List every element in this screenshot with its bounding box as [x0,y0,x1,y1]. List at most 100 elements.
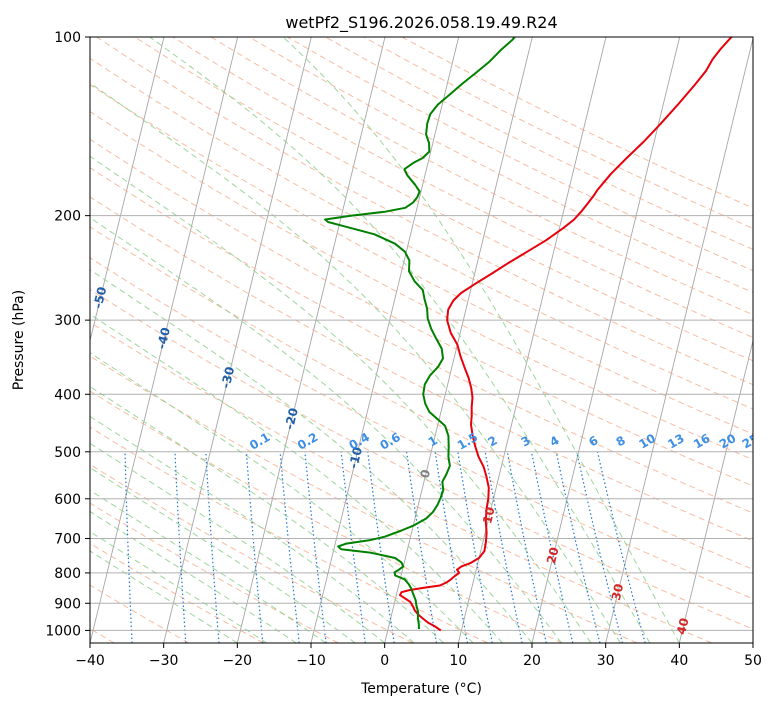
isotherm-line [384,37,533,643]
dry-adiabat-line [210,37,753,316]
profile-series [324,37,733,632]
y-tick-label: 600 [54,492,81,508]
isotherm-label: 30 [609,582,627,602]
mixing-ratio-line [205,451,220,643]
mixing-ratio-line [340,451,366,643]
mixing-ratio-line [304,451,327,643]
dry-adiabat-line [134,37,753,362]
isotherm-line [163,37,312,643]
dry-adiabat-line [401,37,753,209]
isotherm-label: -20 [282,407,301,431]
x-tick-label: 50 [744,653,762,669]
moist-adiabat-line [90,352,474,643]
mixing-ratio-label: 13 [665,431,686,451]
mixing-ratio-label: 6 [586,433,600,449]
mixing-ratio-line [279,451,300,643]
dry-adiabat-line [172,37,753,339]
mixing-ratio-label: 30 [761,431,775,451]
mixing-ratio-label: 8 [614,433,628,449]
isotherm-line [236,37,386,643]
x-tick-label: 20 [523,653,541,669]
isotherm-label: -50 [91,285,110,309]
mixing-ratio-line [484,451,523,643]
y-tick-label: 900 [54,596,81,612]
dry-adiabat-line [90,84,753,435]
mixing-ratio-label: 16 [691,431,712,451]
y-axis-label: Pressure (hPa) [11,290,27,390]
y-tick-label: 200 [54,209,81,225]
mixing-ratio-label: 2 [485,433,499,449]
mixing-ratio-label: 0.6 [377,430,402,453]
mixing-ratio-line [555,451,601,643]
isotherm-line [457,37,607,643]
moist-adiabat-line [90,82,621,643]
dry-adiabat-line [90,426,488,643]
x-axis-ticks: −40 −30 −20 −10 0 10 20 30 40 50 [75,643,762,669]
y-tick-label: 700 [54,532,81,548]
mixing-ratio-label: 1 [426,433,440,449]
moist-adiabat-line [90,489,326,643]
temperature-line [399,37,733,632]
moist-adiabat-line [90,269,533,643]
dry-adiabat-line [248,37,753,294]
isotherm-line [605,37,753,643]
dry-adiabat-line [90,257,753,600]
y-tick-label: 1000 [45,623,81,639]
x-tick-label: 0 [380,653,389,669]
isotherm-line [531,37,681,643]
y-axis-ticks: 100 200 300 400 500 600 700 800 900 1000 [45,30,90,639]
dry-adiabat-line [90,138,753,487]
y-tick-label: 100 [54,30,81,46]
mixing-ratio-label: 10 [637,431,658,451]
isotherm-label: -60 [28,239,47,263]
moist-adiabat-line [90,442,386,643]
mixing-ratio-line [530,451,574,643]
moist-adiabat-line [90,313,503,643]
dry-adiabat-line [90,167,753,514]
x-axis-label: Temperature (°C) [360,681,482,697]
pressure-gridlines [90,37,753,631]
y-tick-label: 400 [54,387,81,403]
mixing-ratio-line [576,451,623,643]
mixing-ratio-line [124,451,133,643]
isotherm-label: 10 [480,505,498,525]
moist-adiabat-line [90,385,444,643]
mixing-ratio-line [367,451,395,643]
line-labels: -100-90-80-70-60-50-40-30-20-10010203040… [28,239,775,637]
x-tick-label: −30 [149,653,179,669]
mixing-ratio-label: 0.2 [295,430,320,453]
background-lines [90,37,753,643]
dry-adiabat-line [90,110,753,461]
y-tick-label: 300 [54,313,81,329]
moist-adiabat-line [90,510,297,643]
isotherm-label: -10 [346,446,365,470]
x-tick-label: 10 [449,653,467,669]
dry-adiabat-line [90,226,753,570]
dry-adiabat-line [90,196,753,542]
moist-adiabat-line [90,467,356,643]
moist-adiabat-line [282,37,680,643]
chart-title: wetPf2_S196.2026.058.19.49.R24 [285,13,557,33]
mixing-ratio-label: 20 [717,431,738,451]
dry-adiabat-line [90,584,190,643]
moist-adiabat-line [149,37,651,643]
mixing-ratio-line [245,451,264,643]
mixing-ratio-label: 25 [740,431,761,451]
moist-adiabat-line [90,217,562,643]
isotherm-line [90,37,239,643]
mixing-ratio-line [596,451,646,643]
dewpoint-line [324,37,516,630]
x-tick-label: −10 [296,653,326,669]
dry-adiabat-line [90,542,264,643]
isotherm-label: -30 [218,365,237,389]
plot-frame [89,36,754,644]
moist-adiabat-line [90,155,592,643]
dry-adiabat-line [90,355,638,643]
isotherm-label: 40 [674,617,692,637]
mixing-ratio-label: 4 [547,433,561,449]
dry-adiabat-line [90,390,563,643]
isotherm-label: 20 [544,546,562,566]
dry-adiabat-line [96,37,753,386]
x-tick-label: 40 [670,653,688,669]
mixing-ratio-line [457,451,493,643]
